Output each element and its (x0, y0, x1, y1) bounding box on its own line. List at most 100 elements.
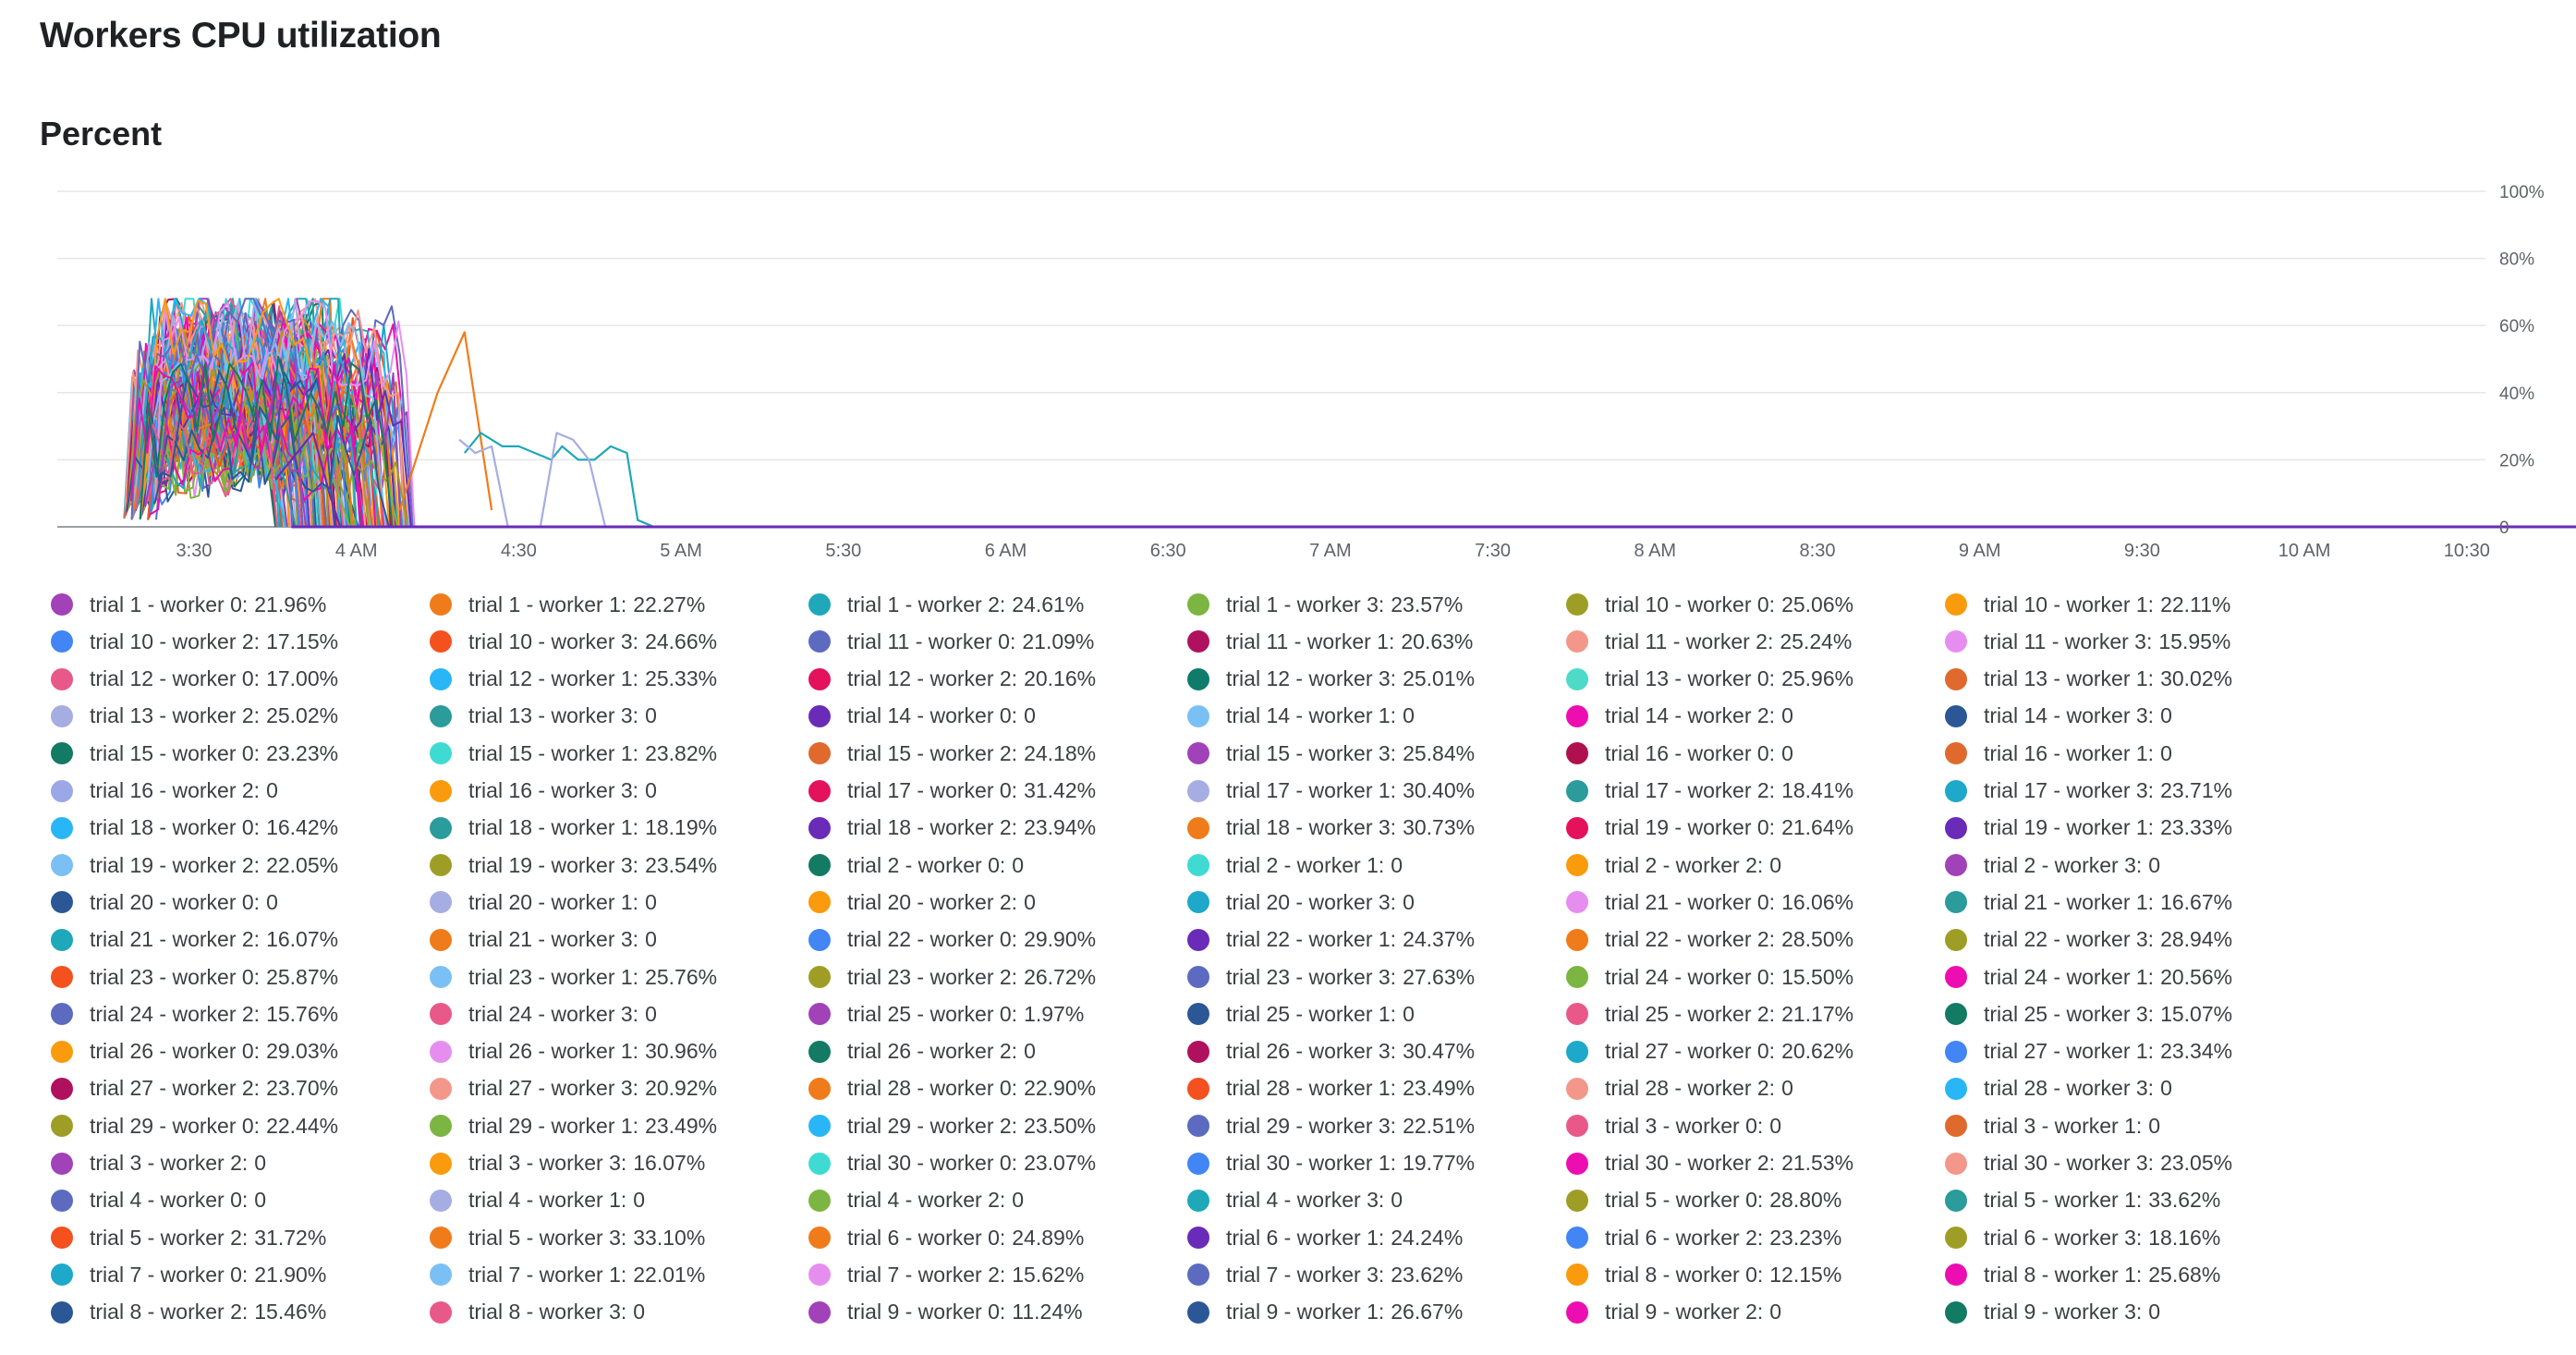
legend-item[interactable]: trial 23 - worker 2: 26.72% (808, 958, 1096, 995)
legend-item[interactable]: trial 23 - worker 1: 25.76% (430, 958, 717, 995)
legend-item[interactable]: trial 6 - worker 1: 24.24% (1187, 1219, 1463, 1256)
legend-item[interactable]: trial 10 - worker 0: 25.06% (1566, 586, 1853, 623)
legend-item[interactable]: trial 15 - worker 1: 23.82% (430, 735, 717, 772)
legend-item[interactable]: trial 4 - worker 3: 0 (1187, 1182, 1403, 1219)
legend-item[interactable]: trial 16 - worker 3: 0 (430, 773, 657, 810)
legend-item[interactable]: trial 21 - worker 0: 16.06% (1566, 884, 1853, 921)
legend-item[interactable]: trial 28 - worker 3: 0 (1945, 1070, 2172, 1107)
legend-item[interactable]: trial 28 - worker 0: 22.90% (808, 1070, 1096, 1107)
legend-item[interactable]: trial 19 - worker 1: 23.33% (1945, 810, 2232, 847)
legend-item[interactable]: trial 16 - worker 0: 0 (1566, 735, 1793, 772)
legend-item[interactable]: trial 9 - worker 0: 11.24% (808, 1294, 1083, 1331)
legend-item[interactable]: trial 10 - worker 2: 17.15% (51, 623, 338, 660)
legend-item[interactable]: trial 17 - worker 1: 30.40% (1187, 773, 1475, 810)
legend-item[interactable]: trial 8 - worker 3: 0 (430, 1294, 645, 1331)
legend-item[interactable]: trial 24 - worker 2: 15.76% (51, 995, 338, 1032)
legend-item[interactable]: trial 3 - worker 2: 0 (51, 1145, 266, 1182)
legend-item[interactable]: trial 16 - worker 2: 0 (51, 773, 278, 810)
legend-item[interactable]: trial 2 - worker 3: 0 (1945, 847, 2160, 884)
legend-item[interactable]: trial 7 - worker 0: 21.90% (51, 1256, 326, 1293)
legend-item[interactable]: trial 10 - worker 1: 22.11% (1945, 586, 2230, 623)
legend-item[interactable]: trial 11 - worker 1: 20.63% (1187, 623, 1473, 660)
legend-item[interactable]: trial 30 - worker 0: 23.07% (808, 1145, 1096, 1182)
legend-item[interactable]: trial 5 - worker 0: 28.80% (1566, 1182, 1841, 1219)
legend-item[interactable]: trial 26 - worker 2: 0 (808, 1033, 1036, 1070)
legend-item[interactable]: trial 2 - worker 1: 0 (1187, 847, 1403, 884)
legend-item[interactable]: trial 14 - worker 3: 0 (1945, 698, 2172, 735)
legend-item[interactable]: trial 21 - worker 1: 16.67% (1945, 884, 2232, 921)
legend-item[interactable]: trial 25 - worker 0: 1.97% (808, 995, 1084, 1032)
legend-item[interactable]: trial 29 - worker 1: 23.49% (430, 1107, 717, 1144)
legend-item[interactable]: trial 25 - worker 2: 21.17% (1566, 995, 1853, 1032)
legend-item[interactable]: trial 27 - worker 0: 20.62% (1566, 1033, 1853, 1070)
legend-item[interactable]: trial 18 - worker 2: 23.94% (808, 810, 1096, 847)
legend-item[interactable]: trial 24 - worker 3: 0 (430, 995, 657, 1032)
legend-item[interactable]: trial 6 - worker 3: 18.16% (1945, 1219, 2220, 1256)
legend-item[interactable]: trial 29 - worker 0: 22.44% (51, 1107, 338, 1144)
legend-item[interactable]: trial 13 - worker 0: 25.96% (1566, 661, 1853, 698)
legend-item[interactable]: trial 4 - worker 1: 0 (430, 1182, 645, 1219)
legend-item[interactable]: trial 17 - worker 2: 18.41% (1566, 773, 1853, 810)
legend-item[interactable]: trial 12 - worker 2: 20.16% (808, 661, 1096, 698)
legend-item[interactable]: trial 18 - worker 1: 18.19% (430, 810, 717, 847)
legend-item[interactable]: trial 9 - worker 1: 26.67% (1187, 1294, 1463, 1331)
legend-item[interactable]: trial 9 - worker 2: 0 (1566, 1294, 1781, 1331)
legend-item[interactable]: trial 20 - worker 1: 0 (430, 884, 657, 921)
legend-item[interactable]: trial 6 - worker 0: 24.89% (808, 1219, 1084, 1256)
legend-item[interactable]: trial 13 - worker 2: 25.02% (51, 698, 338, 735)
legend-item[interactable]: trial 17 - worker 0: 31.42% (808, 773, 1096, 810)
legend-item[interactable]: trial 30 - worker 1: 19.77% (1187, 1145, 1475, 1182)
legend-item[interactable]: trial 11 - worker 0: 21.09% (808, 623, 1094, 660)
legend-item[interactable]: trial 26 - worker 1: 30.96% (430, 1033, 717, 1070)
legend-item[interactable]: trial 14 - worker 2: 0 (1566, 698, 1793, 735)
legend-item[interactable]: trial 4 - worker 2: 0 (808, 1182, 1024, 1219)
legend-item[interactable]: trial 15 - worker 3: 25.84% (1187, 735, 1475, 772)
legend-item[interactable]: trial 8 - worker 2: 15.46% (51, 1294, 326, 1331)
legend-item[interactable]: trial 5 - worker 3: 33.10% (430, 1219, 705, 1256)
legend-item[interactable]: trial 27 - worker 3: 20.92% (430, 1070, 717, 1107)
legend-item[interactable]: trial 12 - worker 0: 17.00% (51, 661, 338, 698)
legend-item[interactable]: trial 22 - worker 1: 24.37% (1187, 922, 1475, 958)
legend-item[interactable]: trial 13 - worker 1: 30.02% (1945, 661, 2232, 698)
legend-item[interactable]: trial 27 - worker 1: 23.34% (1945, 1033, 2232, 1070)
legend-item[interactable]: trial 20 - worker 0: 0 (51, 884, 278, 921)
legend-item[interactable]: trial 5 - worker 2: 31.72% (51, 1219, 326, 1256)
legend-item[interactable]: trial 7 - worker 2: 15.62% (808, 1256, 1084, 1293)
legend-item[interactable]: trial 25 - worker 1: 0 (1187, 995, 1415, 1032)
legend-item[interactable]: trial 18 - worker 3: 30.73% (1187, 810, 1475, 847)
legend-item[interactable]: trial 8 - worker 0: 12.15% (1566, 1256, 1841, 1293)
legend-item[interactable]: trial 10 - worker 3: 24.66% (430, 623, 717, 660)
legend-item[interactable]: trial 15 - worker 2: 24.18% (808, 735, 1096, 772)
legend-item[interactable]: trial 3 - worker 3: 16.07% (430, 1145, 705, 1182)
legend-item[interactable]: trial 5 - worker 1: 33.62% (1945, 1182, 2220, 1219)
legend-item[interactable]: trial 14 - worker 0: 0 (808, 698, 1036, 735)
legend-item[interactable]: trial 19 - worker 2: 22.05% (51, 847, 338, 884)
legend-item[interactable]: trial 12 - worker 1: 25.33% (430, 661, 717, 698)
legend-item[interactable]: trial 24 - worker 1: 20.56% (1945, 958, 2232, 995)
legend-item[interactable]: trial 11 - worker 3: 15.95% (1945, 623, 2230, 660)
legend-item[interactable]: trial 28 - worker 2: 0 (1566, 1070, 1793, 1107)
legend-item[interactable]: trial 7 - worker 1: 22.01% (430, 1256, 705, 1293)
legend-item[interactable]: trial 23 - worker 0: 25.87% (51, 958, 338, 995)
legend-item[interactable]: trial 1 - worker 2: 24.61% (808, 586, 1084, 623)
legend-item[interactable]: trial 21 - worker 3: 0 (430, 922, 657, 958)
legend-item[interactable]: trial 26 - worker 0: 29.03% (51, 1033, 338, 1070)
legend-item[interactable]: trial 30 - worker 2: 21.53% (1566, 1145, 1853, 1182)
legend-item[interactable]: trial 29 - worker 3: 22.51% (1187, 1107, 1475, 1144)
legend-item[interactable]: trial 26 - worker 3: 30.47% (1187, 1033, 1475, 1070)
legend-item[interactable]: trial 3 - worker 1: 0 (1945, 1107, 2160, 1144)
legend-item[interactable]: trial 25 - worker 3: 15.07% (1945, 995, 2232, 1032)
legend-item[interactable]: trial 2 - worker 2: 0 (1566, 847, 1781, 884)
legend-item[interactable]: trial 30 - worker 3: 23.05% (1945, 1145, 2232, 1182)
legend-item[interactable]: trial 4 - worker 0: 0 (51, 1182, 266, 1219)
legend-item[interactable]: trial 9 - worker 3: 0 (1945, 1294, 2160, 1331)
legend-item[interactable]: trial 12 - worker 3: 25.01% (1187, 661, 1475, 698)
legend-item[interactable]: trial 1 - worker 3: 23.57% (1187, 586, 1463, 623)
legend-item[interactable]: trial 27 - worker 2: 23.70% (51, 1070, 338, 1107)
legend-item[interactable]: trial 20 - worker 2: 0 (808, 884, 1036, 921)
legend-item[interactable]: trial 8 - worker 1: 25.68% (1945, 1256, 2220, 1293)
legend-item[interactable]: trial 1 - worker 0: 21.96% (51, 586, 326, 623)
legend-item[interactable]: trial 22 - worker 2: 28.50% (1566, 922, 1853, 958)
legend-item[interactable]: trial 17 - worker 3: 23.71% (1945, 773, 2232, 810)
legend-item[interactable]: trial 18 - worker 0: 16.42% (51, 810, 338, 847)
